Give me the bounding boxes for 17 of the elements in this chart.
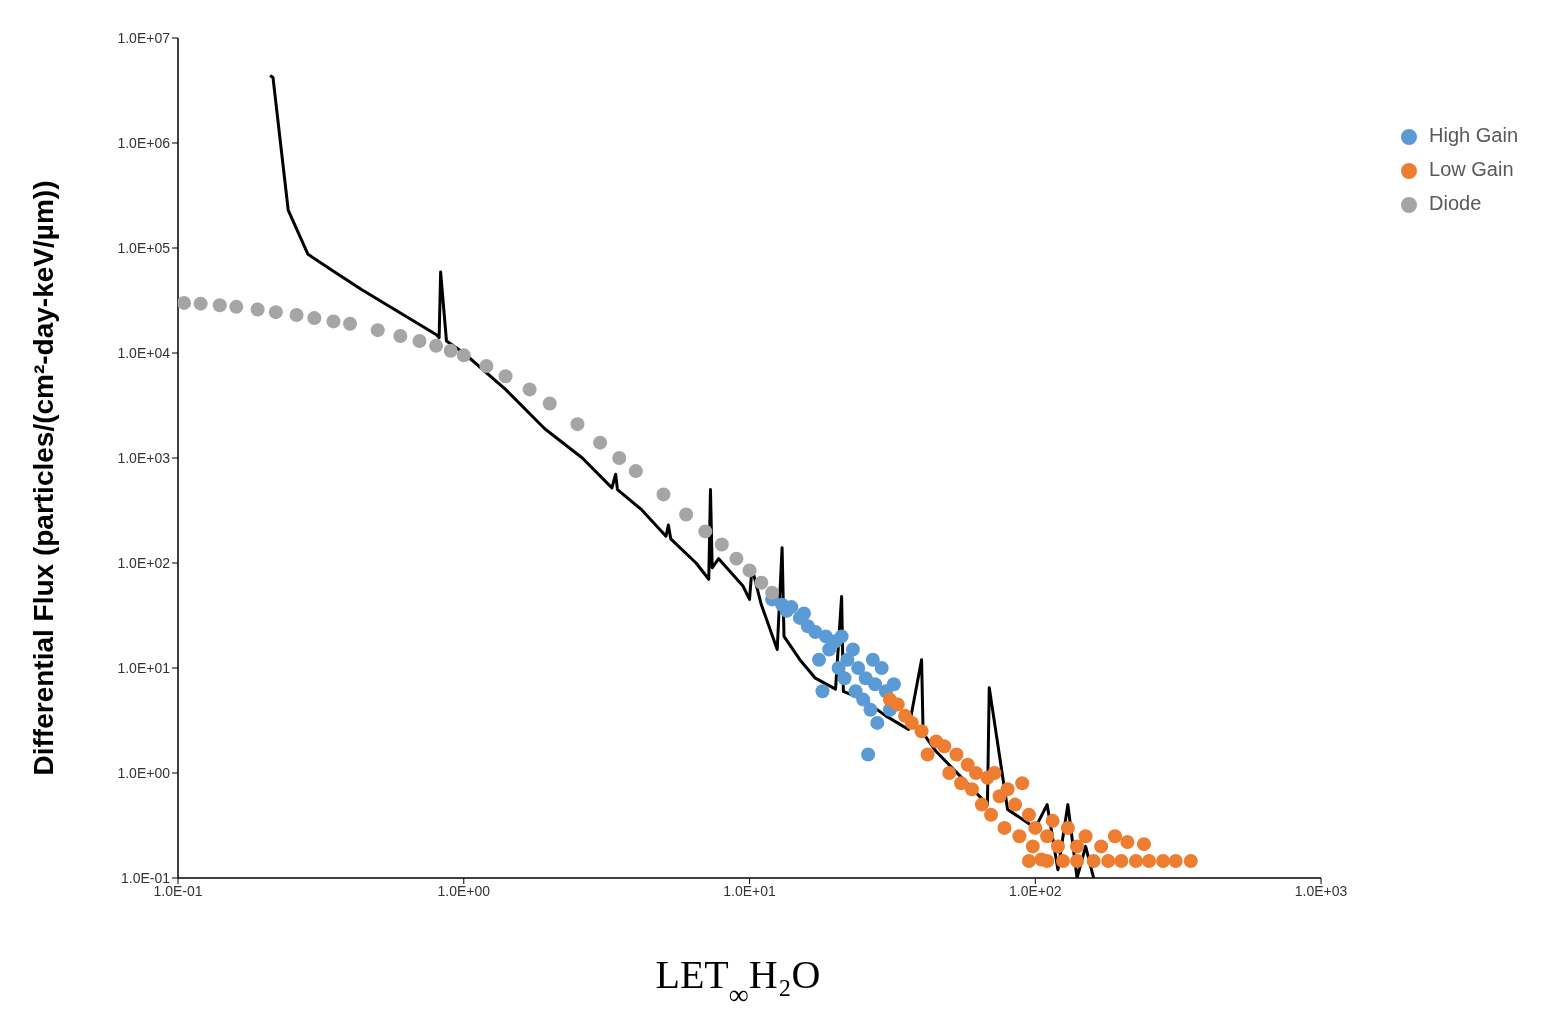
y-tick-label: 1.0E+04 — [117, 344, 171, 361]
y-tick-label: 1.0E+00 — [117, 764, 171, 781]
y-tick-label: 1.0E+05 — [117, 239, 171, 256]
legend-label: High Gain — [1429, 124, 1518, 146]
y-tick-label: 1.0E+02 — [117, 554, 171, 571]
legend-label: Diode — [1429, 192, 1482, 214]
x-axis-title: LET$_{∞}$H₂O — [655, 952, 821, 1010]
y-tick-label: 1.0E+01 — [117, 659, 171, 676]
y-axis-title: Differential Flux (particles/(cm²-day-keV/µm)) — [28, 180, 59, 776]
x-tick-label: 1.0E+03 — [1294, 882, 1348, 899]
y-tick-label: 1.0E+03 — [117, 449, 171, 466]
y-tick-label: 1.0E+07 — [117, 29, 171, 46]
x-tick-label: 1.0E+00 — [437, 882, 491, 899]
y-tick-label: 1.0E+06 — [117, 134, 171, 151]
x-tick-label: 1.0E+01 — [723, 882, 777, 899]
legend-label: Low Gain — [1429, 158, 1514, 180]
x-tick-label: 1.0E+02 — [1009, 882, 1062, 899]
